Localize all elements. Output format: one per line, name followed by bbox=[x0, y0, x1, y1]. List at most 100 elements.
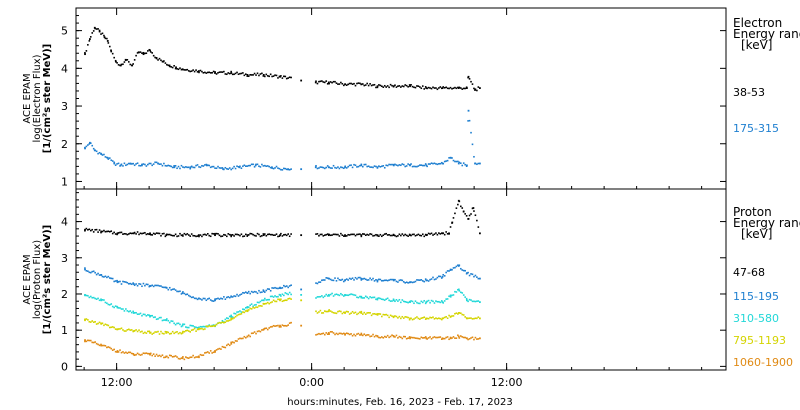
data-point bbox=[427, 280, 430, 282]
data-point bbox=[168, 354, 171, 357]
data-point bbox=[342, 84, 345, 87]
data-point bbox=[351, 277, 354, 280]
data-point bbox=[278, 167, 281, 170]
data-point bbox=[116, 328, 119, 331]
y-axis-label-electron-0: ACE EPAM bbox=[22, 73, 33, 123]
legend-entry-electron-1: 175-315 bbox=[733, 122, 779, 135]
data-point bbox=[215, 232, 218, 235]
data-point bbox=[461, 164, 464, 167]
data-point bbox=[409, 234, 411, 237]
data-point bbox=[454, 160, 456, 163]
data-point bbox=[477, 226, 480, 228]
data-point bbox=[473, 87, 475, 90]
data-point bbox=[436, 163, 439, 166]
data-point bbox=[103, 344, 105, 347]
data-point bbox=[354, 164, 357, 167]
data-point bbox=[322, 312, 325, 314]
data-point bbox=[247, 290, 250, 293]
data-point bbox=[462, 210, 465, 213]
data-point bbox=[111, 305, 114, 308]
data-point bbox=[381, 279, 383, 282]
data-point bbox=[204, 352, 206, 354]
data-point bbox=[103, 36, 106, 39]
data-point bbox=[375, 334, 377, 337]
data-point bbox=[101, 299, 104, 301]
data-point bbox=[287, 293, 290, 296]
data-point bbox=[117, 307, 120, 309]
x-tick-label-2: 12:00 bbox=[491, 376, 523, 389]
data-point bbox=[195, 330, 197, 332]
data-point bbox=[322, 166, 325, 169]
data-point bbox=[423, 235, 426, 238]
data-point bbox=[215, 349, 218, 351]
data-point bbox=[354, 334, 357, 337]
data-point bbox=[335, 233, 338, 236]
data-point bbox=[179, 67, 181, 69]
data-point bbox=[126, 329, 129, 331]
data-point bbox=[170, 234, 173, 237]
data-point bbox=[461, 207, 464, 209]
data-point bbox=[300, 79, 303, 82]
data-point bbox=[164, 62, 167, 64]
data-point bbox=[354, 234, 357, 237]
data-point bbox=[187, 70, 190, 72]
data-point bbox=[347, 233, 349, 236]
data-point bbox=[449, 294, 452, 297]
data-point bbox=[245, 336, 247, 339]
data-point bbox=[114, 280, 117, 282]
data-point bbox=[132, 310, 134, 313]
data-point bbox=[227, 168, 230, 170]
data-point bbox=[279, 299, 281, 302]
data-point bbox=[128, 282, 130, 285]
data-point bbox=[420, 336, 423, 339]
data-point bbox=[173, 355, 175, 358]
data-point bbox=[94, 341, 96, 343]
data-point bbox=[370, 314, 373, 317]
data-point bbox=[389, 163, 392, 166]
data-point bbox=[192, 234, 194, 237]
data-point bbox=[190, 329, 193, 331]
data-point bbox=[249, 292, 251, 295]
data-point bbox=[459, 162, 462, 164]
data-point bbox=[318, 332, 320, 335]
data-point bbox=[479, 277, 481, 280]
data-point bbox=[103, 229, 105, 232]
data-point bbox=[335, 82, 338, 84]
data-point bbox=[145, 165, 148, 167]
data-point bbox=[315, 334, 317, 336]
data-point bbox=[340, 310, 342, 313]
data-point bbox=[337, 166, 339, 168]
data-point bbox=[439, 336, 442, 338]
data-point bbox=[183, 232, 186, 235]
data-point bbox=[438, 87, 440, 89]
data-point bbox=[261, 235, 263, 237]
data-point bbox=[196, 235, 199, 237]
data-point bbox=[92, 147, 95, 150]
data-point bbox=[379, 166, 382, 168]
data-point bbox=[132, 330, 135, 332]
data-point bbox=[464, 163, 466, 166]
data-point bbox=[202, 297, 205, 300]
data-point bbox=[197, 326, 200, 329]
data-point bbox=[212, 325, 215, 327]
data-point bbox=[351, 166, 354, 169]
data-point bbox=[177, 235, 180, 237]
data-point bbox=[419, 279, 421, 281]
data-point bbox=[187, 357, 190, 359]
data-point bbox=[458, 290, 461, 292]
data-point bbox=[272, 287, 275, 289]
data-point bbox=[261, 305, 263, 307]
data-point bbox=[421, 233, 424, 236]
data-point bbox=[329, 278, 332, 281]
data-point bbox=[359, 295, 361, 298]
data-point bbox=[227, 343, 230, 346]
data-point bbox=[155, 353, 158, 356]
data-point bbox=[411, 85, 414, 88]
data-point bbox=[231, 167, 234, 170]
data-point bbox=[230, 317, 233, 320]
data-point bbox=[123, 330, 126, 332]
data-point bbox=[100, 230, 103, 233]
data-point bbox=[344, 293, 346, 296]
data-point bbox=[122, 165, 124, 167]
data-point bbox=[364, 163, 367, 166]
